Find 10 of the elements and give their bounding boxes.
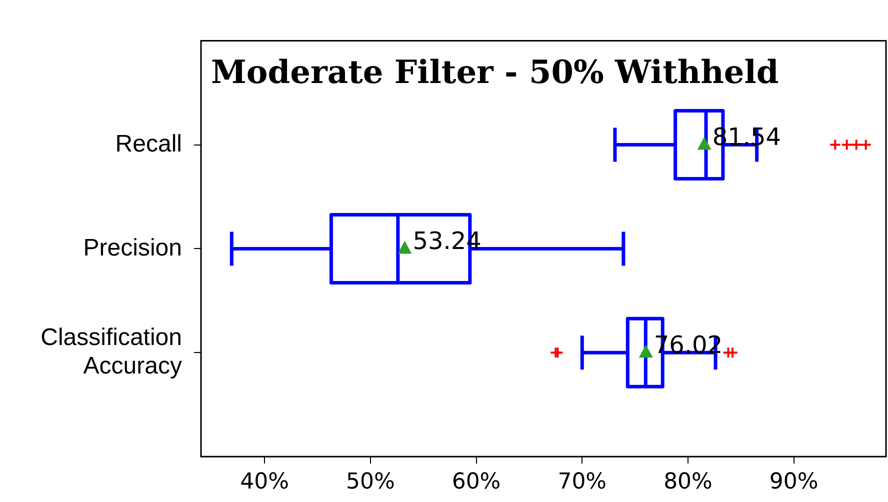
x-tick-label: 60%	[452, 470, 501, 495]
x-tick-label: 50%	[346, 470, 395, 495]
x-tick-label: 40%	[240, 470, 289, 495]
chart-title: Moderate Filter - 50% Withheld	[211, 53, 779, 92]
x-tick-label: 90%	[769, 470, 818, 495]
x-tick-label: 80%	[664, 470, 712, 495]
x-tick-label: 70%	[558, 470, 607, 495]
y-tick-label: Classification Accuracy	[40, 324, 182, 380]
y-tick-label: Precision	[83, 234, 182, 262]
y-tick-label: Recall	[115, 130, 182, 158]
